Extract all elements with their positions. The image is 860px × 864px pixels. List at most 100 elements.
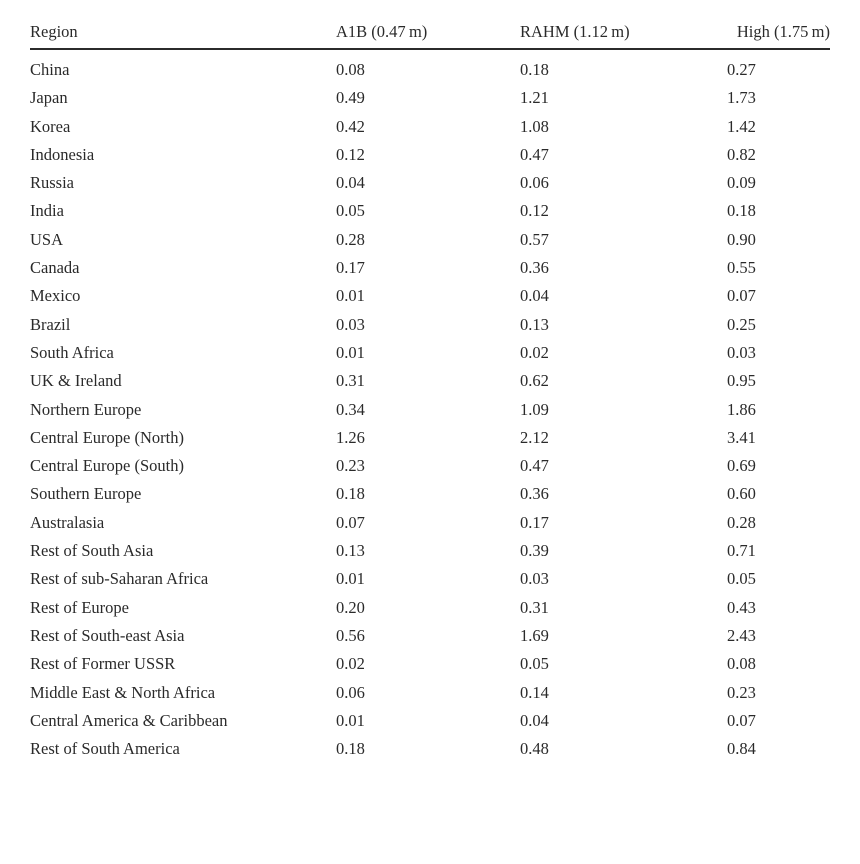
cell-a1b: 0.07 <box>336 512 365 532</box>
cell-high: 1.86 <box>727 399 756 419</box>
cell-region: UK & Ireland <box>30 371 122 391</box>
cell-high: 0.95 <box>727 371 756 391</box>
cell-rahm: 0.02 <box>520 342 549 362</box>
cell-a1b: 0.18 <box>336 484 365 504</box>
cell-rahm: 0.62 <box>520 371 549 391</box>
cell-a1b: 0.12 <box>336 144 365 164</box>
cell-high: 0.09 <box>727 173 756 193</box>
table-row: Middle East & North Africa 0.06 0.14 0.23 <box>30 679 830 707</box>
cell-high: 0.28 <box>727 512 756 532</box>
cell-a1b: 0.01 <box>336 342 365 362</box>
cell-high: 0.03 <box>727 342 756 362</box>
header-high: High (1.75 m) <box>736 22 830 41</box>
cell-rahm: 1.69 <box>520 625 549 645</box>
cell-a1b: 0.23 <box>336 456 365 476</box>
cell-a1b: 0.28 <box>336 229 365 249</box>
cell-high: 0.60 <box>727 484 756 504</box>
cell-rahm: 0.06 <box>520 173 549 193</box>
sea-level-table: Region A1B (0.47 m) RAHM (1.12 m) High (… <box>30 0 830 763</box>
cell-a1b: 0.04 <box>336 173 365 193</box>
cell-high: 2.43 <box>727 625 756 645</box>
cell-region: Southern Europe <box>30 484 142 504</box>
cell-region: Mexico <box>30 286 81 306</box>
header-a1b: A1B (0.47 m) <box>336 22 428 41</box>
table-row: Rest of Europe 0.20 0.31 0.43 <box>30 594 830 622</box>
data-table-container: Region A1B (0.47 m) RAHM (1.12 m) High (… <box>30 0 830 763</box>
cell-a1b: 0.03 <box>336 314 365 334</box>
cell-region: Central America & Caribbean <box>30 710 228 730</box>
cell-a1b: 0.42 <box>336 116 365 136</box>
cell-high: 0.84 <box>727 739 756 759</box>
cell-high: 0.55 <box>727 258 756 278</box>
table-header-row: Region A1B (0.47 m) RAHM (1.12 m) High (… <box>30 0 830 49</box>
cell-high: 0.27 <box>727 60 756 79</box>
cell-high: 0.82 <box>727 144 756 164</box>
table-row: China 0.08 0.18 0.27 <box>30 49 830 84</box>
table-body: China 0.08 0.18 0.27 Japan 0.49 1.21 1.73 Korea 0… <box>30 49 830 763</box>
cell-rahm: 0.39 <box>520 541 549 561</box>
cell-region: Japan <box>30 88 68 108</box>
cell-a1b: 0.06 <box>336 682 365 702</box>
cell-region: Rest of sub-Saharan Africa <box>30 569 209 589</box>
cell-a1b: 0.34 <box>336 399 365 419</box>
cell-rahm: 0.03 <box>520 569 549 589</box>
cell-region: Rest of South Asia <box>30 541 154 561</box>
cell-rahm: 1.21 <box>520 88 549 108</box>
cell-a1b: 0.08 <box>336 60 365 79</box>
table-row: Brazil 0.03 0.13 0.25 <box>30 311 830 339</box>
cell-a1b: 0.02 <box>336 654 365 674</box>
cell-rahm: 0.31 <box>520 597 549 617</box>
cell-high: 0.08 <box>727 654 756 674</box>
cell-region: Middle East & North Africa <box>30 682 216 702</box>
table-row: Northern Europe 0.34 1.09 1.86 <box>30 396 830 424</box>
cell-rahm: 0.17 <box>520 512 549 532</box>
table-row: Japan 0.49 1.21 1.73 <box>30 84 830 112</box>
cell-high: 0.05 <box>727 569 756 589</box>
cell-rahm: 0.05 <box>520 654 549 674</box>
header-region: Region <box>30 22 78 41</box>
cell-rahm: 0.47 <box>520 456 549 476</box>
cell-a1b: 0.01 <box>336 286 365 306</box>
cell-rahm: 0.18 <box>520 60 549 79</box>
table-row: Rest of South-east Asia 0.56 1.69 2.43 <box>30 622 830 650</box>
cell-region: South Africa <box>30 342 114 362</box>
cell-region: Rest of Europe <box>30 597 129 617</box>
table-row: Rest of sub-Saharan Africa 0.01 0.03 0.05 <box>30 565 830 593</box>
cell-region: Russia <box>30 173 75 193</box>
table-row: Canada 0.17 0.36 0.55 <box>30 254 830 282</box>
cell-a1b: 0.01 <box>336 569 365 589</box>
cell-rahm: 0.14 <box>520 682 549 702</box>
cell-region: Rest of South-east Asia <box>30 625 185 645</box>
cell-high: 1.73 <box>727 88 756 108</box>
cell-high: 0.18 <box>727 201 756 221</box>
cell-a1b: 0.31 <box>336 371 365 391</box>
cell-a1b: 0.49 <box>336 88 365 108</box>
cell-rahm: 0.04 <box>520 710 549 730</box>
table-row: Central America & Caribbean 0.01 0.04 0.07 <box>30 707 830 735</box>
cell-rahm: 0.47 <box>520 144 549 164</box>
cell-rahm: 2.12 <box>520 427 549 447</box>
cell-rahm: 1.08 <box>520 116 549 136</box>
cell-region: Rest of South America <box>30 739 180 759</box>
cell-region: Central Europe (South) <box>30 456 184 476</box>
cell-high: 0.23 <box>727 682 756 702</box>
header-rahm: RAHM (1.12 m) <box>520 22 630 41</box>
table-row: Indonesia 0.12 0.47 0.82 <box>30 141 830 169</box>
table-row: Central Europe (South) 0.23 0.47 0.69 <box>30 452 830 480</box>
table-row: Rest of South America 0.18 0.48 0.84 <box>30 735 830 763</box>
cell-high: 0.07 <box>727 286 756 306</box>
cell-high: 0.43 <box>727 597 756 617</box>
table-row: India 0.05 0.12 0.18 <box>30 197 830 225</box>
table-row: Southern Europe 0.18 0.36 0.60 <box>30 480 830 508</box>
cell-a1b: 0.05 <box>336 201 365 221</box>
cell-rahm: 0.36 <box>520 258 549 278</box>
cell-rahm: 1.09 <box>520 399 549 419</box>
cell-region: Central Europe (North) <box>30 427 184 447</box>
table-row: Rest of South Asia 0.13 0.39 0.71 <box>30 537 830 565</box>
cell-region: Brazil <box>30 314 71 334</box>
cell-region: Canada <box>30 258 80 278</box>
cell-region: Korea <box>30 116 71 136</box>
cell-rahm: 0.57 <box>520 229 549 249</box>
cell-region: Rest of Former USSR <box>30 654 176 674</box>
cell-high: 0.71 <box>727 541 756 561</box>
